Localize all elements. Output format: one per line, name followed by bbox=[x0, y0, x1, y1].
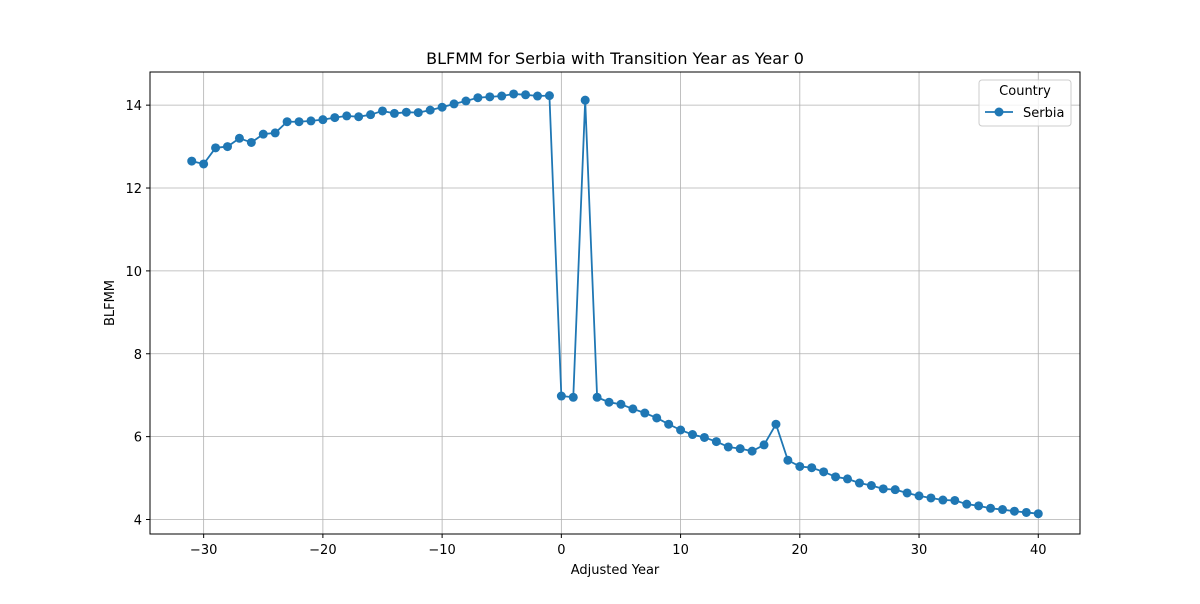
data-point bbox=[890, 485, 900, 495]
x-tick-label: 10 bbox=[672, 543, 689, 558]
data-point bbox=[187, 156, 197, 166]
data-point bbox=[986, 503, 996, 513]
axes: −30 −20 −10 0 10 20 30 40 4 6 8 10 12 14 bbox=[125, 71, 1081, 558]
data-point bbox=[676, 425, 686, 435]
data-point bbox=[938, 495, 948, 505]
x-tick-label: −10 bbox=[428, 543, 455, 558]
data-point bbox=[318, 115, 328, 125]
series-serbia bbox=[187, 89, 1043, 519]
data-point bbox=[604, 397, 614, 407]
data-point bbox=[354, 112, 364, 122]
data-point bbox=[616, 399, 626, 409]
data-point bbox=[282, 117, 292, 127]
data-point bbox=[211, 143, 221, 153]
data-point bbox=[246, 137, 256, 147]
data-point bbox=[223, 142, 232, 152]
data-point bbox=[926, 493, 936, 503]
data-point bbox=[807, 463, 817, 473]
x-tick-label: −20 bbox=[309, 543, 336, 558]
data-point bbox=[306, 116, 316, 126]
y-tick-label: 14 bbox=[125, 99, 142, 114]
data-point bbox=[974, 501, 984, 511]
data-point bbox=[199, 159, 209, 169]
data-point bbox=[795, 461, 805, 471]
data-point bbox=[473, 93, 483, 103]
data-point bbox=[497, 91, 507, 101]
data-point bbox=[664, 419, 674, 429]
data-point bbox=[652, 413, 662, 423]
data-point bbox=[735, 444, 745, 454]
data-point bbox=[342, 111, 352, 121]
data-point bbox=[580, 95, 590, 105]
data-point bbox=[831, 472, 841, 482]
data-point bbox=[449, 99, 459, 109]
x-tick-label: 0 bbox=[557, 543, 565, 558]
data-point bbox=[878, 484, 888, 494]
data-point bbox=[425, 105, 435, 115]
data-point bbox=[556, 391, 566, 401]
data-point bbox=[234, 133, 244, 143]
data-point bbox=[998, 505, 1007, 515]
data-point bbox=[771, 419, 781, 429]
data-point bbox=[485, 92, 495, 102]
legend-label-serbia: Serbia bbox=[1023, 106, 1064, 121]
data-point bbox=[866, 481, 876, 491]
x-axis-label: Adjusted Year bbox=[571, 563, 660, 578]
plot-frame bbox=[149, 71, 1081, 535]
data-point bbox=[366, 110, 376, 120]
data-point bbox=[1033, 509, 1043, 519]
y-tick-label: 12 bbox=[125, 182, 142, 197]
data-point bbox=[592, 392, 602, 402]
data-point bbox=[914, 491, 924, 501]
data-point bbox=[437, 102, 447, 112]
data-point bbox=[902, 488, 912, 498]
data-point bbox=[401, 107, 411, 117]
data-point bbox=[723, 442, 733, 452]
data-point bbox=[533, 91, 542, 101]
data-point bbox=[950, 495, 960, 505]
data-point bbox=[544, 91, 554, 101]
y-tick-label: 4 bbox=[134, 513, 142, 528]
data-point bbox=[759, 440, 769, 450]
y-tick-label: 8 bbox=[134, 348, 142, 363]
data-point bbox=[1021, 507, 1031, 517]
legend-marker-serbia bbox=[994, 107, 1004, 117]
data-point bbox=[711, 437, 721, 447]
data-point bbox=[628, 404, 638, 414]
y-axis-label: BLFMM bbox=[103, 280, 118, 326]
data-point bbox=[640, 408, 650, 418]
data-point bbox=[747, 446, 757, 456]
data-point bbox=[699, 432, 709, 442]
data-point bbox=[1009, 506, 1019, 516]
data-point bbox=[521, 90, 531, 100]
x-tick-label: 30 bbox=[911, 543, 928, 558]
data-point bbox=[294, 117, 304, 127]
data-point bbox=[843, 474, 852, 484]
data-point bbox=[413, 108, 423, 118]
y-tick-label: 6 bbox=[134, 431, 142, 446]
chart-title: BLFMM for Serbia with Transition Year as… bbox=[426, 49, 804, 68]
y-tick-label: 10 bbox=[125, 265, 142, 280]
data-point bbox=[378, 106, 387, 116]
data-point bbox=[509, 89, 519, 99]
x-tick-label: 20 bbox=[792, 543, 809, 558]
x-tick-label: −30 bbox=[190, 543, 217, 558]
grid bbox=[150, 72, 1080, 534]
data-point bbox=[330, 113, 340, 123]
data-point bbox=[854, 478, 864, 488]
data-point bbox=[819, 467, 829, 477]
data-point bbox=[258, 129, 268, 139]
data-point bbox=[962, 499, 972, 509]
legend: Country Serbia bbox=[978, 79, 1072, 127]
data-point bbox=[783, 455, 793, 465]
data-point bbox=[688, 430, 697, 440]
data-point bbox=[461, 96, 471, 106]
legend-title: Country bbox=[999, 84, 1051, 99]
x-tick-label: 40 bbox=[1030, 543, 1047, 558]
data-point bbox=[568, 392, 578, 402]
data-point bbox=[389, 108, 399, 118]
data-point bbox=[270, 128, 280, 138]
